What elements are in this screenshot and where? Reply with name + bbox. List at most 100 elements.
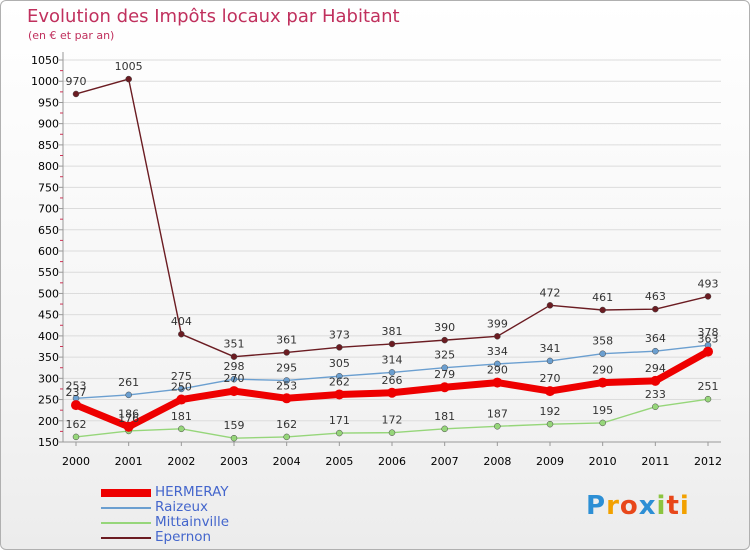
- data-point: [441, 336, 448, 344]
- series-lines: [71, 75, 713, 442]
- data-label: 279: [434, 368, 455, 381]
- x-tick-label: 2002: [167, 455, 195, 468]
- data-point: [599, 419, 606, 427]
- y-tick-label: 250: [38, 394, 59, 407]
- data-point: [230, 434, 238, 442]
- logo-letter: i: [656, 491, 667, 521]
- data-label: 186: [118, 408, 139, 421]
- logo-letter: i: [679, 491, 690, 521]
- y-tick-label: 600: [38, 245, 59, 258]
- data-label: 270: [224, 372, 245, 385]
- data-point: [178, 425, 185, 433]
- data-point: [650, 375, 661, 386]
- data-point: [704, 293, 712, 300]
- data-point: [546, 302, 554, 309]
- data-label: 298: [224, 360, 245, 373]
- logo-letter: x: [638, 491, 657, 521]
- data-label: 275: [171, 370, 192, 383]
- data-point: [336, 344, 343, 351]
- data-point: [387, 387, 397, 398]
- y-tick-label: 500: [38, 287, 59, 300]
- proxiti-logo: Proxiti: [586, 491, 690, 521]
- data-point: [71, 400, 81, 411]
- data-label: 373: [329, 328, 350, 341]
- data-label: 187: [487, 407, 508, 420]
- data-label: 305: [329, 357, 350, 370]
- data-point: [546, 357, 554, 365]
- data-label: 472: [540, 286, 561, 299]
- data-label: 181: [434, 410, 455, 423]
- data-label: 363: [698, 333, 719, 346]
- x-axis-ticks: 2000 2001 2002 2003 2004 2005 2006 2007 2008 2009…: [62, 442, 722, 468]
- legend-label: HERMERAY: [155, 484, 229, 500]
- data-point: [334, 389, 345, 400]
- data-point: [652, 305, 659, 313]
- data-label: 463: [645, 290, 666, 303]
- y-tick-label: 400: [38, 330, 59, 343]
- data-label: 171: [329, 414, 350, 427]
- data-label: 325: [434, 349, 455, 362]
- data-label: 404: [171, 315, 192, 328]
- data-point: [178, 330, 185, 338]
- data-label: 358: [592, 335, 613, 348]
- data-point: [230, 375, 238, 383]
- y-tick-label: 650: [38, 224, 59, 237]
- data-point: [441, 364, 448, 371]
- data-label: 159: [224, 419, 245, 432]
- data-point: [546, 420, 554, 428]
- data-point: [704, 395, 712, 403]
- data-label: 250: [171, 381, 192, 394]
- data-point: [229, 386, 239, 397]
- chart-subtitle: (en € et par an): [28, 29, 115, 42]
- y-tick-label: 550: [38, 266, 59, 279]
- y-tick-label: 350: [38, 351, 59, 364]
- data-point: [336, 372, 343, 380]
- data-label: 290: [487, 364, 508, 377]
- data-label: 461: [592, 291, 613, 304]
- data-point: [178, 385, 185, 393]
- data-label: 253: [276, 379, 297, 392]
- legend-swatch: [101, 537, 151, 539]
- data-label: 364: [645, 332, 666, 345]
- data-point: [388, 369, 396, 376]
- data-label: 1005: [115, 60, 143, 73]
- data-label: 378: [698, 326, 719, 339]
- data-point: [72, 433, 80, 441]
- legend-label: Raizeux: [155, 499, 209, 515]
- y-tick-label: 750: [38, 181, 59, 194]
- y-tick-label: 800: [38, 160, 59, 173]
- data-point: [123, 421, 134, 432]
- data-point: [125, 391, 132, 399]
- logo-letter: t: [666, 491, 680, 521]
- data-label: 390: [434, 321, 455, 334]
- data-point: [388, 340, 396, 348]
- x-tick-label: 2003: [220, 455, 248, 468]
- y-tick-label: 900: [38, 118, 59, 131]
- logo-letter: r: [606, 491, 620, 521]
- data-point: [599, 350, 606, 357]
- x-tick-label: 2007: [431, 455, 459, 468]
- data-label: 172: [382, 414, 403, 427]
- data-point: [652, 347, 659, 355]
- y-tick-label: 200: [38, 415, 59, 428]
- y-tick-label: 450: [38, 309, 59, 322]
- y-tick-label: 700: [38, 203, 59, 216]
- x-tick-label: 2005: [325, 455, 353, 468]
- x-tick-label: 2009: [536, 455, 564, 468]
- data-point: [176, 394, 187, 405]
- data-label: 290: [592, 364, 613, 377]
- legend-swatch: [101, 507, 151, 509]
- y-tick-label: 1000: [31, 75, 59, 88]
- x-tick-label: 2011: [641, 455, 669, 468]
- data-point: [388, 429, 396, 436]
- data-label: 162: [66, 418, 87, 431]
- data-label: 262: [329, 375, 350, 388]
- y-tick-label: 150: [38, 436, 59, 449]
- data-labels: 970 1005 404 351 361 373 381 390 399 472 461 463 493…: [66, 60, 719, 432]
- chart-title: Evolution des Impôts locaux par Habitant: [27, 6, 400, 27]
- legend-swatch: [101, 522, 151, 524]
- data-label: 361: [276, 333, 297, 346]
- data-point: [230, 353, 238, 360]
- data-label: 270: [540, 372, 561, 385]
